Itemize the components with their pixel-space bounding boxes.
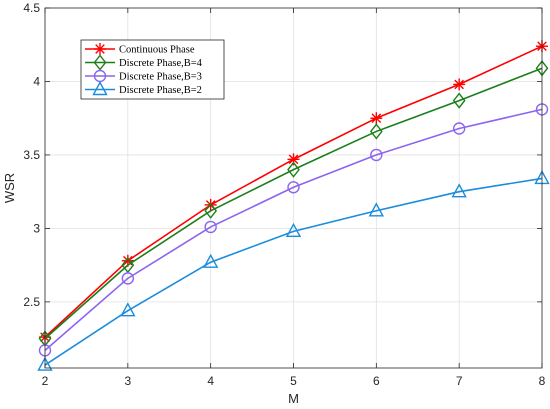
triangle-marker	[202, 253, 219, 268]
series-2	[38, 60, 549, 347]
diamond-marker	[93, 54, 107, 71]
circle-marker	[121, 272, 135, 285]
series-4	[37, 169, 550, 371]
x-tick-label: 5	[290, 374, 297, 388]
triangle-marker	[451, 183, 467, 198]
series-layer	[37, 40, 550, 371]
diamond-marker	[204, 202, 218, 219]
y-tick-label: 4	[33, 74, 40, 88]
diamond-marker	[287, 161, 300, 178]
x-axis-label: M	[288, 391, 299, 406]
legend-label: Continuous Phase	[119, 45, 195, 56]
y-tick-label: 4.5	[23, 1, 40, 15]
x-tick-label: 7	[456, 374, 463, 388]
axis-ticks: 2 3 4 5 6 7 8 2.5 3 3.5 4 4.5	[23, 1, 545, 388]
legend: Continuous Phase Discrete Phase,B=4 Discre…	[80, 39, 225, 100]
circle-marker	[452, 122, 466, 135]
triangle-marker	[368, 202, 385, 217]
x-tick-label: 8	[539, 374, 546, 388]
series-line	[44, 108, 543, 351]
y-tick-label: 3.5	[23, 148, 40, 162]
legend-label: Discrete Phase,B=2	[119, 85, 202, 96]
x-tick-label: 6	[373, 374, 380, 388]
series-line	[44, 67, 543, 340]
triangle-marker	[285, 222, 302, 238]
y-axis-label: WSR	[2, 173, 17, 203]
x-tick-label: 4	[207, 374, 214, 388]
circle-marker	[204, 220, 217, 234]
asterisk-marker	[453, 78, 466, 91]
series-line	[44, 177, 543, 366]
y-tick-label: 3	[33, 221, 40, 235]
legend-entry: Discrete Phase,B=2	[85, 81, 202, 96]
circle-marker	[370, 148, 383, 162]
diamond-marker	[121, 257, 135, 274]
diamond-marker	[452, 92, 466, 109]
asterisk-marker	[370, 112, 383, 125]
series-3	[38, 103, 549, 357]
legend-label: Discrete Phase,B=4	[119, 58, 203, 69]
legend-entry: Continuous Phase	[85, 43, 195, 56]
y-tick-label: 2.5	[23, 295, 40, 309]
circle-marker	[287, 181, 300, 194]
triangle-marker	[120, 302, 136, 317]
x-tick-label: 2	[42, 374, 49, 388]
triangle-marker	[37, 356, 53, 371]
triangle-marker	[92, 81, 108, 96]
legend-label: Discrete Phase,B=3	[119, 72, 202, 83]
diamond-marker	[369, 123, 383, 140]
x-tick-label: 3	[124, 374, 131, 388]
legend-entry: Discrete Phase,B=4	[85, 54, 203, 71]
asterisk-marker	[94, 43, 106, 55]
